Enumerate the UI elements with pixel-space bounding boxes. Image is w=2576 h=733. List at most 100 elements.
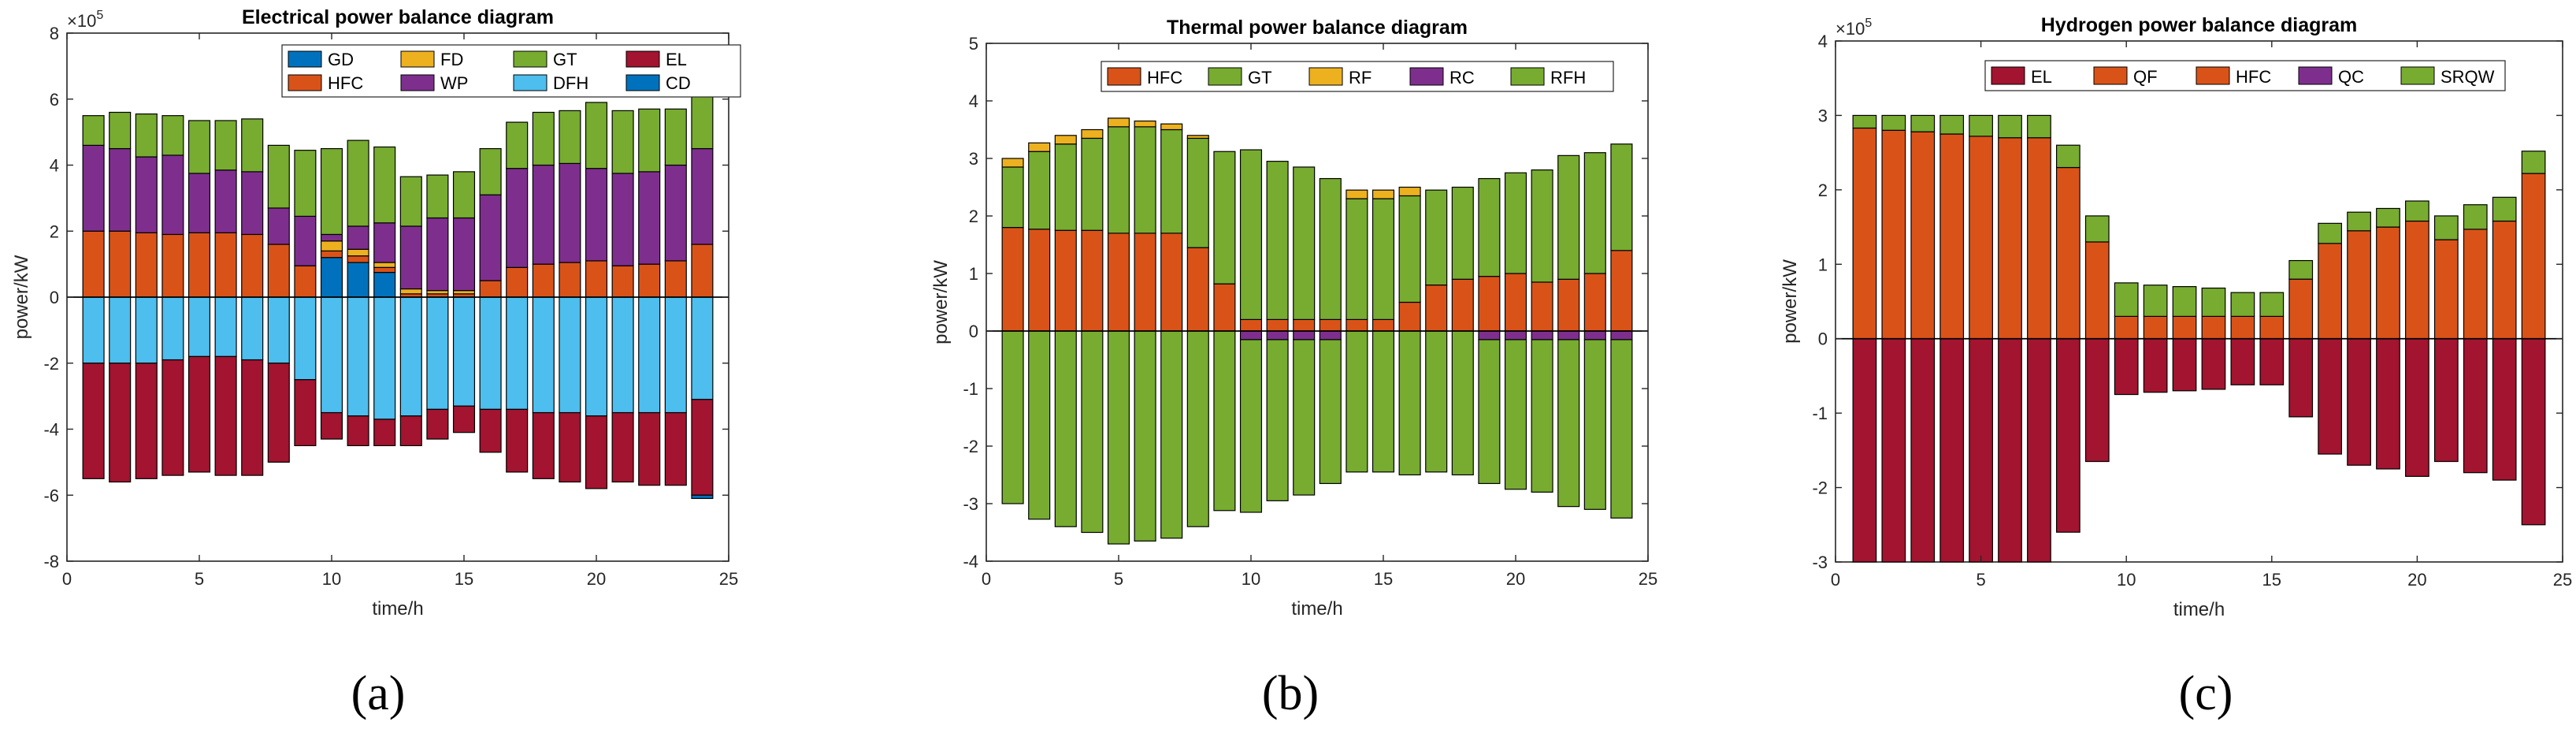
bar-el-3 <box>135 363 158 479</box>
panel-label-b: (b) <box>1262 667 1319 720</box>
bar-gt-12 <box>1293 166 1316 320</box>
bar-gt-1 <box>1001 166 1024 229</box>
bar-el-23 <box>2492 338 2517 481</box>
y-tick-label-1: 1 <box>1818 255 1828 274</box>
bar-el-23 <box>664 411 687 486</box>
bar-gt-14 <box>426 174 449 219</box>
bar-hfc-12 <box>1293 318 1316 332</box>
bar-srqw-19 <box>2376 207 2400 228</box>
bar-hfc-17 <box>506 266 529 298</box>
bar-el-8 <box>267 363 290 463</box>
bar-hfc-4 <box>1081 229 1104 332</box>
bar-wp-13 <box>399 225 422 290</box>
bar-rfh-2 <box>1028 330 1051 520</box>
bar-hfc-19 <box>559 262 581 298</box>
x-tick-label-5: 5 <box>1976 570 1985 590</box>
bar-el-18 <box>532 411 555 479</box>
bar-srqw-22 <box>2463 204 2488 230</box>
bar-wp-9 <box>294 215 317 266</box>
y-tick-label-5: 5 <box>969 34 978 54</box>
bar-hfc-6 <box>1134 233 1156 332</box>
x-tick-label-20: 20 <box>587 569 606 589</box>
legend-label-qf: QF <box>2133 67 2158 87</box>
bar-dfh-19 <box>559 296 581 414</box>
bar-wp-3 <box>135 156 158 233</box>
bar-srqw-14 <box>2230 292 2255 317</box>
bar-gt-10 <box>1239 149 1263 321</box>
bar-hfc-18 <box>532 263 555 298</box>
bar-srqw-23 <box>2492 196 2517 222</box>
bar-srqw-21 <box>2433 215 2459 240</box>
bar-gt-3 <box>1054 143 1077 231</box>
bar-el-19 <box>559 411 581 483</box>
bar-dfh-21 <box>611 296 634 414</box>
legend: HFC GT RF RC RFH <box>1101 61 1614 92</box>
bar-rfh-9 <box>1213 330 1236 512</box>
bar-gt-8 <box>1186 137 1209 248</box>
bar-hfc-16 <box>479 280 502 298</box>
legend-label-cd: CD <box>666 73 691 93</box>
bar-el-16 <box>2288 338 2314 418</box>
bar-hfc-2 <box>109 230 132 298</box>
bar-wp-12 <box>373 222 396 263</box>
bar-el-14 <box>426 408 449 440</box>
bar-rc-22 <box>1557 330 1580 340</box>
bar-srqw-7 <box>2027 114 2051 139</box>
bar-dfh-9 <box>294 296 317 381</box>
bar-el-5 <box>187 355 211 473</box>
bar-srqw-17 <box>2318 222 2343 244</box>
bar-hfc-11 <box>1266 318 1289 332</box>
bar-hfc-18 <box>2347 230 2371 340</box>
bar-rf-3 <box>1054 135 1077 145</box>
legend-swatch-rfh <box>1510 67 1545 86</box>
chart-title: Thermal power balance diagram <box>1167 17 1468 39</box>
bar-wp-11 <box>347 225 369 250</box>
x-tick-label-0: 0 <box>1831 570 1840 590</box>
bar-wp-16 <box>479 194 502 281</box>
y-axis-label: power/kW <box>930 260 952 344</box>
legend-swatch-wp <box>400 74 435 91</box>
bar-rf-4 <box>1081 128 1104 140</box>
bar-hfc-6 <box>1998 137 2022 340</box>
bar-hfc-15 <box>2259 315 2285 340</box>
bar-gt-18 <box>532 111 555 166</box>
bar-rc-10 <box>1239 330 1263 340</box>
y-tick-label-3: 3 <box>969 149 978 169</box>
bar-hfc-2 <box>1028 229 1051 332</box>
bar-gt-13 <box>1319 177 1342 321</box>
bar-hfc-22 <box>1557 278 1580 332</box>
bar-wp-5 <box>187 173 211 233</box>
bar-el-6 <box>1998 338 2022 563</box>
bar-cd-24 <box>691 494 714 500</box>
bar-el-21 <box>2433 338 2459 463</box>
bar-hfc-3 <box>1054 229 1077 332</box>
x-tick-label-5: 5 <box>1114 569 1123 589</box>
bar-hfc-16 <box>2288 278 2314 340</box>
hydrogen-power-balance-chart: 0 5 10 15 20 25 -3 -2 -1 0 1 2 3 4 ×105 Hydrogen power … <box>1780 14 2572 620</box>
legend-swatch-hfc <box>288 74 322 91</box>
bar-fd-14 <box>426 290 449 295</box>
y-tick-label--4: -4 <box>43 420 59 440</box>
axes-frame <box>1835 40 2563 563</box>
legend-swatch-gd <box>288 50 322 68</box>
bar-hfc-13 <box>1319 318 1342 332</box>
panel-label-c: (c) <box>2179 667 2233 720</box>
x-tick-label-20: 20 <box>1506 569 1525 589</box>
y-tick-label-4: 4 <box>1818 32 1828 51</box>
bar-rfh-7 <box>1160 330 1183 539</box>
axis-exponent-power: 5 <box>1865 17 1872 30</box>
bar-el-9 <box>294 379 317 447</box>
bar-hfc-16 <box>1398 301 1421 332</box>
bar-gt-20 <box>1504 172 1527 274</box>
bar-gt-3 <box>135 113 158 158</box>
bar-gt-10 <box>320 147 343 236</box>
bar-el-4 <box>1939 338 1965 563</box>
bar-hfc-5 <box>1969 136 1993 340</box>
bar-el-5 <box>1969 338 1993 563</box>
bar-hfc-2 <box>1881 129 1906 340</box>
bar-gt-6 <box>214 120 237 171</box>
bar-el-24 <box>691 399 714 496</box>
bar-gt-14 <box>1346 198 1368 321</box>
bar-hfc-23 <box>2492 220 2517 340</box>
x-tick-label-25: 25 <box>2553 570 2572 590</box>
